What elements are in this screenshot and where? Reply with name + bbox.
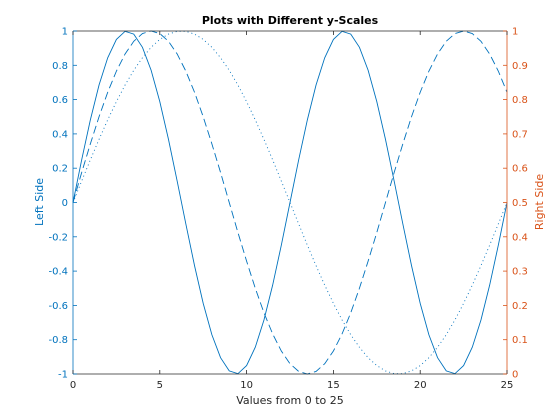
y-right-tick-label: 0.4 xyxy=(512,232,528,243)
y-right-tick-label: 0.9 xyxy=(512,61,528,72)
y-left-tick-label: 0.2 xyxy=(52,164,68,175)
x-tick-label: 0 xyxy=(70,380,76,391)
x-tick-label: 10 xyxy=(240,380,253,391)
x-tick-label: 25 xyxy=(501,380,514,391)
y-right-tick-label: 0.5 xyxy=(512,198,528,209)
series-line-dashed xyxy=(72,30,508,375)
y-left-tick-label: 0.6 xyxy=(52,95,68,106)
axes-layer: 0 5 10 15 20 25-1-0.8-0.6-0.4-0.200.20.40.60.… xyxy=(48,27,527,392)
x-axis-label: Values from 0 to 25 xyxy=(236,394,344,407)
y-left-tick-label: -1 xyxy=(58,370,68,381)
y-axis-left-label: Left Side xyxy=(33,178,46,226)
x-tick-label: 15 xyxy=(327,380,340,391)
y-left-tick-label: 1 xyxy=(62,27,68,38)
y-right-tick-label: 0 xyxy=(512,370,518,381)
y-right-tick-label: 0.6 xyxy=(512,164,528,175)
y-right-tick-label: 1 xyxy=(512,27,518,38)
y-left-tick-label: 0.4 xyxy=(52,129,68,140)
y-left-tick-label: -0.6 xyxy=(48,301,68,312)
y-right-tick-label: 0.7 xyxy=(512,129,528,140)
x-tick-label: 5 xyxy=(157,380,163,391)
y-left-tick-label: 0 xyxy=(62,198,68,209)
y-right-tick-label: 0.8 xyxy=(512,95,528,106)
y-left-tick-label: 0.8 xyxy=(52,61,68,72)
y-left-tick-label: -0.2 xyxy=(48,232,68,243)
y-left-tick-label: -0.8 xyxy=(48,335,68,346)
y-right-tick-label: 0.3 xyxy=(512,267,528,278)
y-right-tick-label: 0.2 xyxy=(512,301,528,312)
y-left-tick-label: -0.4 xyxy=(48,267,68,278)
chart-title: Plots with Different y-Scales xyxy=(202,14,379,27)
series-layer xyxy=(72,30,508,375)
y-axis-right-label: Right Side xyxy=(533,174,546,230)
x-tick-label: 20 xyxy=(414,380,427,391)
y-right-tick-label: 0.1 xyxy=(512,335,528,346)
